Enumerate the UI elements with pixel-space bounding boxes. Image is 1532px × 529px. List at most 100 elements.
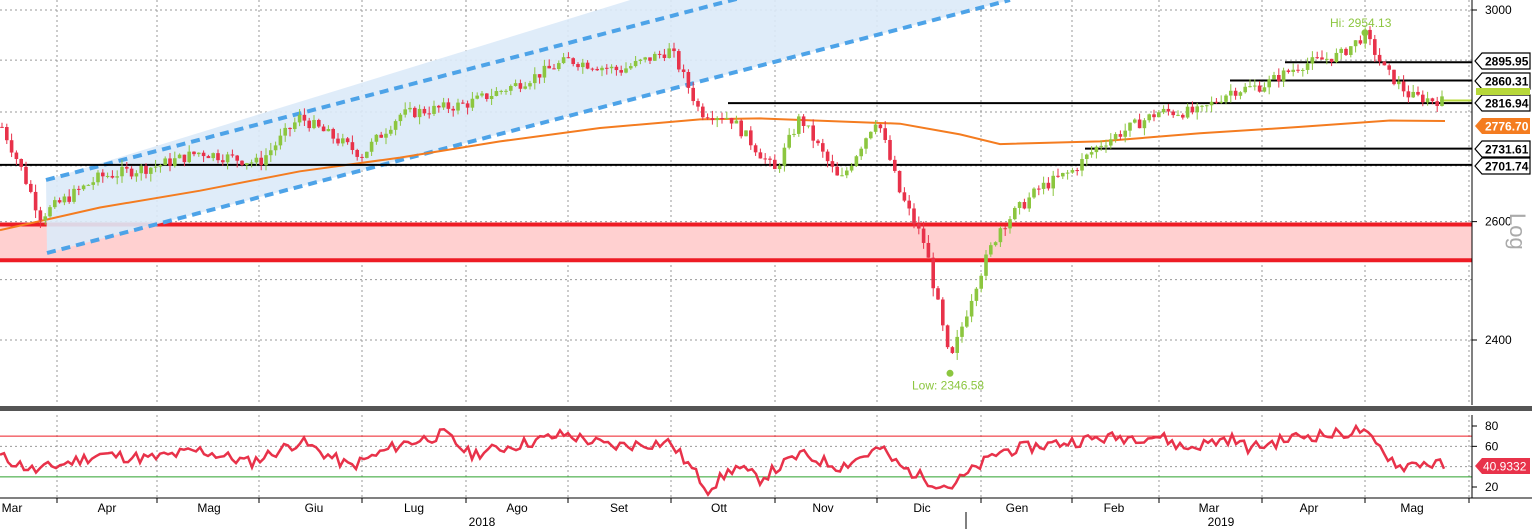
candle-body <box>600 67 604 71</box>
candle-body <box>211 153 215 159</box>
candle-body <box>1257 85 1262 92</box>
candle-body <box>369 141 374 152</box>
candle-body <box>1219 101 1223 103</box>
candle-body <box>869 131 873 139</box>
candle-body <box>1301 69 1305 71</box>
candle-body <box>873 124 878 132</box>
candle-body <box>787 134 791 148</box>
candle-body <box>278 135 283 146</box>
candle-body <box>105 175 110 177</box>
month-label: Feb <box>1104 501 1125 515</box>
candle-body <box>480 93 484 96</box>
candle-body <box>878 124 883 129</box>
candle-body <box>379 134 383 138</box>
candle-body <box>965 316 969 327</box>
candle-body <box>758 152 763 159</box>
candle-body <box>725 117 729 119</box>
candle-body <box>5 127 9 141</box>
candle-body <box>648 57 652 61</box>
candle-body <box>816 140 820 144</box>
month-label: Ott <box>711 501 728 515</box>
candle-body <box>182 154 187 163</box>
candle-body <box>81 185 86 190</box>
month-label: Ago <box>506 501 528 515</box>
candle-body <box>763 158 767 160</box>
candle-body <box>432 105 436 114</box>
candle-body <box>1358 40 1363 44</box>
candle-body <box>1161 108 1166 113</box>
candle-body <box>398 114 403 122</box>
candle-body <box>1123 130 1127 137</box>
candle-body <box>701 106 705 118</box>
candle-body <box>197 152 201 155</box>
candle-body <box>427 113 431 115</box>
candle-body <box>1224 95 1228 102</box>
candle-body <box>1008 219 1012 229</box>
candle-body <box>1310 57 1315 64</box>
candle-body <box>581 62 585 68</box>
high-annotation: Hi: 2954.13 <box>1330 16 1392 30</box>
candle-body <box>825 151 830 162</box>
candle-body <box>144 165 148 174</box>
candle-body <box>43 216 47 221</box>
candle-body <box>840 175 844 177</box>
candle-body <box>321 126 326 132</box>
candle-body <box>1401 81 1406 92</box>
candle-body <box>67 196 71 202</box>
candle-body <box>830 161 835 167</box>
candle-body <box>859 148 863 157</box>
candle-body <box>422 108 427 114</box>
rsi-line <box>0 423 1446 497</box>
candlesticks <box>0 26 1444 360</box>
candle-body <box>1075 170 1079 172</box>
rsi-panel: 80 60 20 40.9332 <box>0 415 1530 498</box>
time-axis: Mar Apr Mag Giu Lug Ago Set Ott Nov Dic Gen Feb Mar A… <box>0 497 1532 529</box>
candle-body <box>33 191 38 211</box>
candle-body <box>1056 175 1060 177</box>
candle-body <box>662 54 667 59</box>
candle-body <box>547 65 551 69</box>
candle-body <box>1209 101 1214 106</box>
candle-body <box>1344 48 1348 55</box>
candle-body <box>782 147 787 166</box>
candle-body <box>1137 119 1142 129</box>
candle-body <box>590 68 595 70</box>
candle-body <box>657 53 662 55</box>
candle-body <box>1373 39 1377 55</box>
candle-body <box>259 157 263 166</box>
candle-body <box>950 347 955 353</box>
candle-body <box>355 150 359 157</box>
support-zone <box>0 222 1472 263</box>
candle-body <box>110 175 115 178</box>
axis-tick-label: 2400 <box>1485 333 1512 347</box>
candle-body <box>1425 98 1430 103</box>
candle-body <box>1296 69 1300 71</box>
candle-body <box>1022 202 1027 209</box>
candle-body <box>691 87 695 102</box>
candle-body <box>749 130 753 146</box>
candle-body <box>451 108 455 111</box>
candle-body <box>739 120 743 137</box>
axis-tick-label: 2600 <box>1485 215 1512 229</box>
level-tag-label: 2860.31 <box>1485 75 1529 89</box>
candle-body <box>969 300 974 317</box>
candle-body <box>249 162 254 164</box>
candle-body <box>192 151 196 155</box>
candle-body <box>221 160 225 163</box>
candle-body <box>513 83 518 87</box>
candle-body <box>120 166 124 177</box>
candle-body <box>494 91 499 96</box>
candle-body <box>998 228 1003 243</box>
candle-body <box>845 170 849 176</box>
candle-body <box>1281 70 1286 82</box>
candle-body <box>1003 228 1007 230</box>
support-zone-fill <box>0 224 1472 261</box>
candle-body <box>849 165 854 171</box>
candle-body <box>350 142 355 151</box>
candle-body <box>792 133 796 135</box>
level-tag-box <box>1474 157 1531 175</box>
candle-body <box>96 172 100 183</box>
candle-body <box>566 57 571 59</box>
candle-body <box>917 223 921 229</box>
